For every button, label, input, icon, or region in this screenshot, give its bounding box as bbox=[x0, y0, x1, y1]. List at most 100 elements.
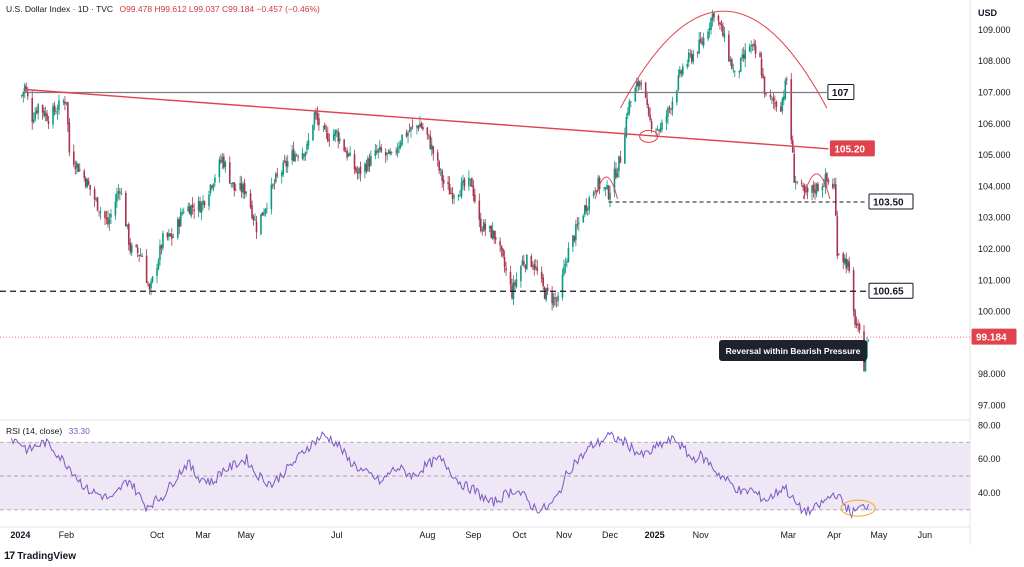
candle-body bbox=[376, 151, 378, 153]
candle-body bbox=[438, 161, 441, 171]
candle-body bbox=[52, 106, 54, 125]
candle-body bbox=[147, 283, 149, 285]
candle-body bbox=[765, 92, 767, 95]
candle-body bbox=[117, 191, 120, 194]
candle-body bbox=[37, 104, 39, 114]
time-tick-label: Oct bbox=[150, 530, 165, 540]
candle-body bbox=[805, 189, 807, 192]
candle-body bbox=[301, 152, 304, 160]
candle-body bbox=[240, 183, 243, 193]
candle-body bbox=[220, 160, 222, 163]
candle-body bbox=[667, 107, 669, 117]
annotation-text: Reversal within Bearish Pressure bbox=[726, 346, 861, 356]
candle-body bbox=[160, 245, 163, 249]
candle-body bbox=[824, 174, 827, 187]
candle-body bbox=[74, 166, 77, 169]
candle-body bbox=[561, 274, 564, 298]
candle-body bbox=[772, 97, 775, 102]
candle-body bbox=[769, 94, 772, 98]
candle-body bbox=[450, 192, 452, 194]
candle-body bbox=[322, 126, 325, 128]
candle-body bbox=[469, 179, 472, 180]
candle-body bbox=[583, 205, 586, 215]
time-tick-label: Mar bbox=[781, 530, 797, 540]
candle-body bbox=[696, 52, 699, 54]
candle-body bbox=[748, 47, 751, 52]
candle-body bbox=[166, 232, 169, 238]
candle-body bbox=[447, 182, 449, 184]
candle-body bbox=[93, 188, 96, 200]
candle-body bbox=[261, 212, 264, 216]
candle-body bbox=[44, 112, 47, 117]
candle-body bbox=[432, 146, 435, 154]
candle-body bbox=[640, 83, 643, 84]
candle-body bbox=[136, 247, 139, 254]
candle-body bbox=[31, 98, 34, 123]
candle-body bbox=[627, 112, 629, 116]
candle-body bbox=[665, 116, 668, 123]
candle-body bbox=[509, 271, 512, 285]
candle-body bbox=[25, 86, 28, 91]
candle-body bbox=[555, 300, 558, 302]
head-arc bbox=[619, 10, 828, 109]
candle-body bbox=[218, 159, 221, 177]
candle-body bbox=[335, 130, 338, 133]
time-tick-label: Apr bbox=[827, 530, 841, 540]
candle-body bbox=[86, 179, 88, 188]
candle-body bbox=[384, 151, 387, 156]
candle-body bbox=[531, 265, 534, 267]
candle-body bbox=[264, 208, 267, 213]
candle-body bbox=[586, 208, 589, 211]
time-tick-label: Jul bbox=[331, 530, 343, 540]
candle-body bbox=[214, 177, 216, 183]
candle-body bbox=[774, 102, 776, 104]
candle-body bbox=[567, 247, 570, 263]
candle-body bbox=[802, 185, 804, 188]
candle-body bbox=[380, 147, 383, 152]
candle-body bbox=[127, 224, 130, 245]
candle-body bbox=[731, 59, 733, 70]
time-tick-label: Sep bbox=[465, 530, 481, 540]
candle-body bbox=[162, 233, 164, 249]
candle-body bbox=[598, 177, 601, 190]
candle-body bbox=[625, 117, 628, 137]
candle-body bbox=[408, 130, 411, 132]
candle-body bbox=[482, 221, 485, 232]
candle-body bbox=[658, 130, 660, 132]
candle-body bbox=[448, 183, 451, 195]
candle-body bbox=[439, 169, 442, 171]
candle-body bbox=[327, 132, 329, 142]
candle-body bbox=[575, 224, 577, 241]
candle-body bbox=[540, 271, 543, 279]
time-tick-label: May bbox=[238, 530, 256, 540]
candle-body bbox=[536, 267, 539, 272]
tradingview-brand[interactable]: 17 TradingView bbox=[4, 550, 76, 562]
rsi-oversold-circle bbox=[840, 499, 876, 517]
candle-body bbox=[588, 197, 591, 211]
candle-body bbox=[233, 182, 236, 191]
candle-body bbox=[286, 161, 289, 168]
candle-body bbox=[670, 108, 672, 110]
candle-body bbox=[306, 144, 308, 151]
annotation-pointer bbox=[862, 358, 866, 363]
candle-body bbox=[251, 205, 253, 218]
candle-body bbox=[649, 114, 651, 120]
annotation-box bbox=[719, 340, 867, 361]
candle-body bbox=[426, 127, 429, 135]
candle-body bbox=[224, 162, 227, 167]
candle-body bbox=[96, 197, 99, 211]
level-100-65-label-box bbox=[868, 282, 914, 299]
candle-body bbox=[837, 254, 840, 256]
candle-body bbox=[270, 184, 273, 210]
candle-body bbox=[159, 245, 161, 261]
candle-body bbox=[502, 249, 504, 257]
candle-body bbox=[459, 195, 461, 197]
candle-body bbox=[291, 150, 293, 161]
candle-body bbox=[655, 129, 657, 131]
candle-body bbox=[594, 190, 596, 192]
candle-body bbox=[410, 127, 412, 131]
candle-body bbox=[775, 101, 778, 107]
candle-body bbox=[472, 185, 475, 197]
candle-body bbox=[723, 33, 726, 39]
